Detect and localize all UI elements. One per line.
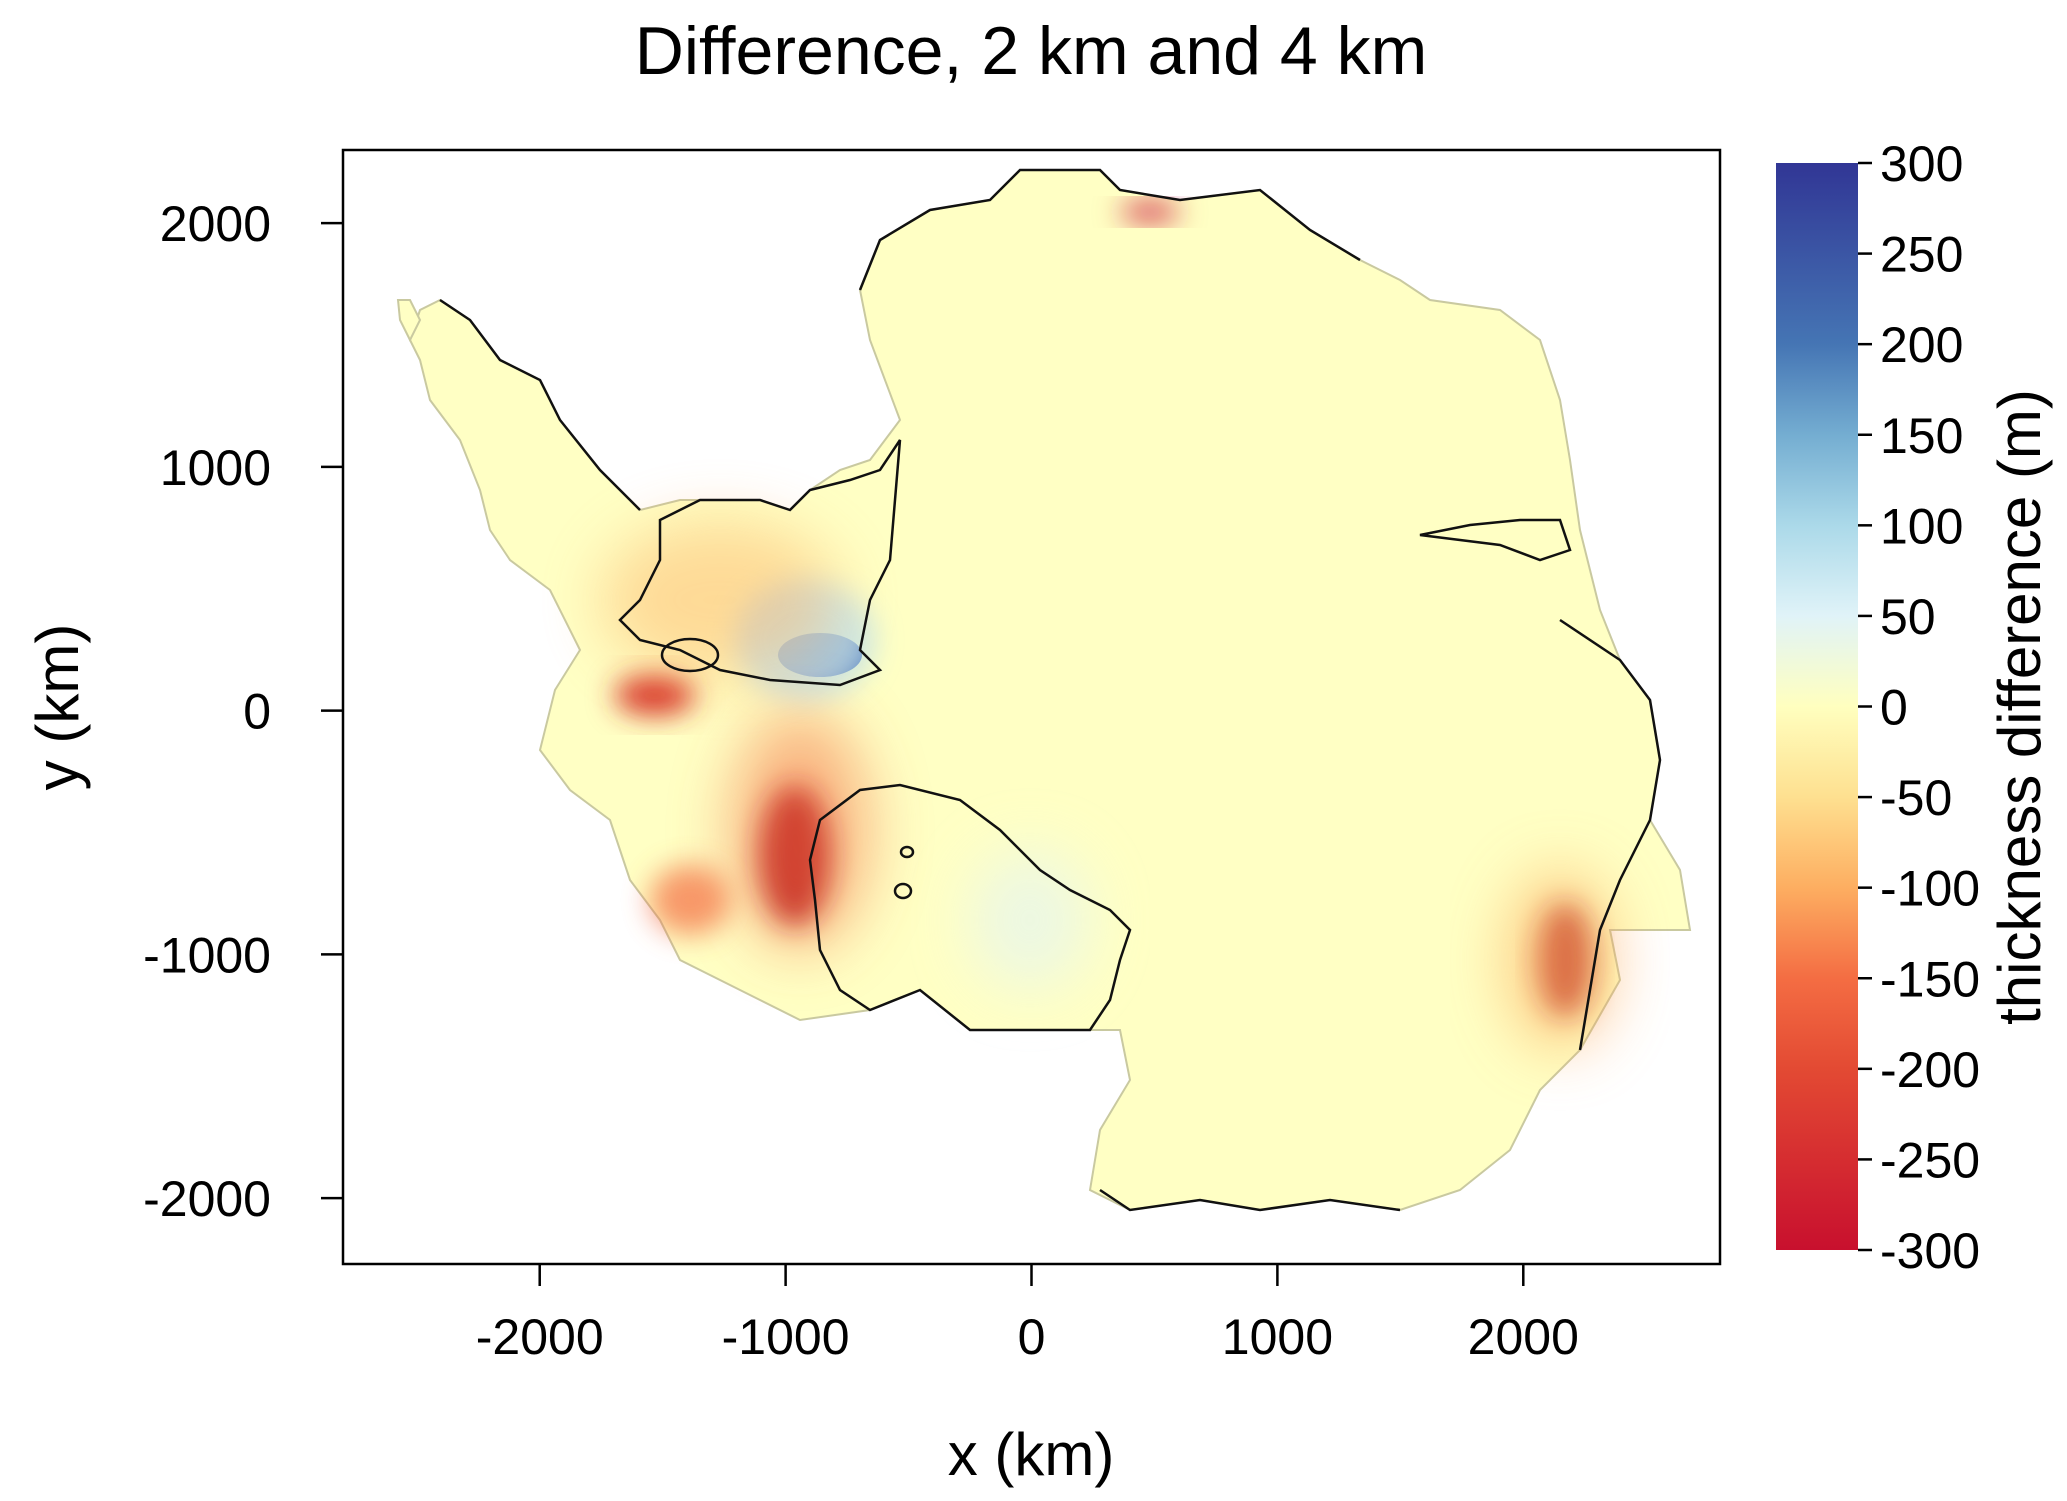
- anomaly-red-peninsula: [615, 675, 695, 715]
- grounding-lines: [439, 168, 1662, 1212]
- ice-rise-2: [899, 845, 915, 859]
- ross-ice-shelf-outline: [808, 783, 1132, 1032]
- ronne-ice-shelf-outline: [618, 439, 902, 687]
- colorbar: [1776, 163, 1858, 1250]
- x-axis-ticks: -2000 -1000 0 1000 2000: [476, 1264, 1579, 1365]
- colorbar-tick-label: 150: [1880, 408, 1963, 464]
- y-tick-label: 2000: [160, 196, 271, 252]
- anomaly-orange-ronne: [600, 520, 840, 680]
- coastline-east: [1559, 618, 1662, 1051]
- peninsula-tip: [396, 299, 422, 343]
- anomaly-orange-west: [730, 710, 870, 950]
- anomaly-red-coast-north: [1120, 204, 1180, 220]
- colorbar-tick-label: -150: [1880, 951, 1980, 1007]
- colorbar-tick-label: -100: [1880, 861, 1980, 917]
- colorbar-tick-label: -250: [1880, 1132, 1980, 1188]
- colorbar-tick-label: 200: [1880, 317, 1963, 373]
- anomaly-red-amundsen: [650, 865, 730, 935]
- y-axis-ticks: 2000 1000 0 -1000 -2000: [143, 196, 343, 1227]
- chart-title: Difference, 2 km and 4 km: [635, 13, 1427, 89]
- berkner-island-outline: [660, 637, 720, 673]
- y-tick-label: 0: [243, 684, 271, 740]
- x-tick-label: 0: [1018, 1309, 1046, 1365]
- coastline-peninsula: [439, 298, 641, 511]
- x-tick-label: 2000: [1468, 1309, 1579, 1365]
- y-tick-label: -2000: [143, 1171, 271, 1227]
- x-axis-label: x (km): [948, 1421, 1115, 1488]
- ice-sheet-fill: [408, 169, 1692, 1212]
- colorbar-tick-label: -300: [1880, 1223, 1980, 1279]
- colorbar-tick-label: 100: [1880, 498, 1963, 554]
- colorbar-tick-label: -50: [1880, 770, 1952, 826]
- colorbar-tick-label: 300: [1880, 136, 1963, 192]
- colorbar-tick-label: 250: [1880, 227, 1963, 283]
- anomaly-light-ross: [970, 850, 1090, 990]
- coastline-north: [858, 168, 1361, 291]
- x-tick-label: 1000: [1222, 1309, 1333, 1365]
- x-tick-label: -2000: [476, 1309, 604, 1365]
- amery-ice-shelf-outline: [1419, 518, 1572, 562]
- map-panel: [396, 168, 1692, 1212]
- coastline-south: [1099, 1188, 1401, 1212]
- anomaly-orange-east: [1505, 870, 1615, 1050]
- y-tick-label: 1000: [160, 440, 271, 496]
- colorbar-tick-label: 50: [1880, 589, 1936, 645]
- ice-rise-1: [893, 882, 913, 900]
- colorbar-label: thickness difference (m): [1986, 389, 2053, 1025]
- y-axis-label: y (km): [24, 624, 91, 791]
- colorbar-ticks: 300 250 200 150 100 50 0 -50 -100 -150 -200 -250 -30…: [1858, 136, 1980, 1279]
- y-tick-label: -1000: [143, 927, 271, 983]
- colorbar-tick-label: 0: [1880, 680, 1908, 736]
- colorbar-tick-label: -200: [1880, 1042, 1980, 1098]
- x-tick-label: -1000: [722, 1309, 850, 1365]
